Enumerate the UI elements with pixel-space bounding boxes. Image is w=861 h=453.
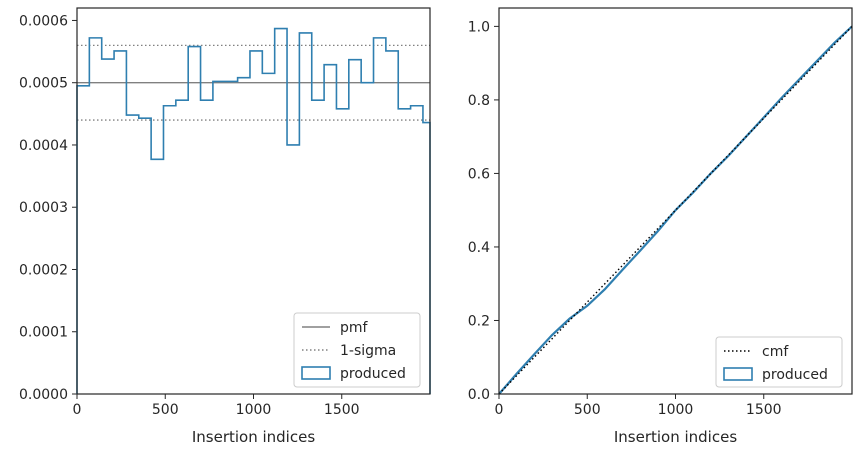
y-tick-label: 0.0004	[19, 138, 68, 154]
axes-frame	[498, 7, 853, 395]
legend-label: 1-sigma	[340, 343, 396, 359]
legend-handle-patch	[723, 367, 753, 381]
legend-label: produced	[340, 366, 406, 382]
x-axis-label: Insertion indices	[192, 428, 315, 446]
x-tick-label: 1500	[324, 402, 360, 418]
y-tick-label: 0.0005	[19, 76, 68, 92]
produced-cumulative-line	[498, 25, 853, 395]
left-histogram-panel: 0 500 1000 1500 0.0000 0.0001 0.0002 0.0003 0.00…	[19, 7, 431, 446]
y-tick-label: 0.0006	[19, 13, 68, 29]
y-tick-label: 0.0002	[19, 262, 68, 278]
cmf-line	[498, 25, 853, 395]
y-tick-label: 0.2	[468, 313, 490, 329]
produced-histogram-step	[76, 27, 431, 394]
legend-label: produced	[762, 367, 828, 383]
x-tick-label: 0	[73, 402, 82, 418]
legend-box	[715, 336, 843, 388]
x-tick-label: 500	[152, 402, 179, 418]
legend-label: pmf	[340, 320, 369, 336]
x-tick-label: 1000	[236, 402, 272, 418]
x-axis-label: Insertion indices	[614, 428, 737, 446]
legend-box	[293, 312, 421, 388]
x-tick-label: 1500	[746, 402, 782, 418]
legend-handle-patch	[301, 366, 331, 380]
right-cumulative-panel: 0 500 1000 1500 0.0 0.2 0.4 0.6 0.8 1.0 Insertion …	[468, 7, 853, 446]
x-tick-label: 0	[495, 402, 504, 418]
y-tick-label: 0.0001	[19, 325, 68, 341]
x-tick-label: 500	[574, 402, 601, 418]
legend-label: cmf	[762, 344, 789, 360]
y-tick-label: 0.0003	[19, 200, 68, 216]
x-tick-label: 1000	[658, 402, 694, 418]
y-tick-label: 1.0	[468, 19, 490, 35]
axes-frame	[76, 7, 431, 395]
y-tick-label: 0.0	[468, 387, 490, 403]
y-tick-label: 0.0000	[19, 387, 68, 403]
y-tick-label: 0.6	[468, 166, 490, 182]
y-tick-label: 0.8	[468, 93, 490, 109]
y-tick-label: 0.4	[468, 240, 490, 256]
